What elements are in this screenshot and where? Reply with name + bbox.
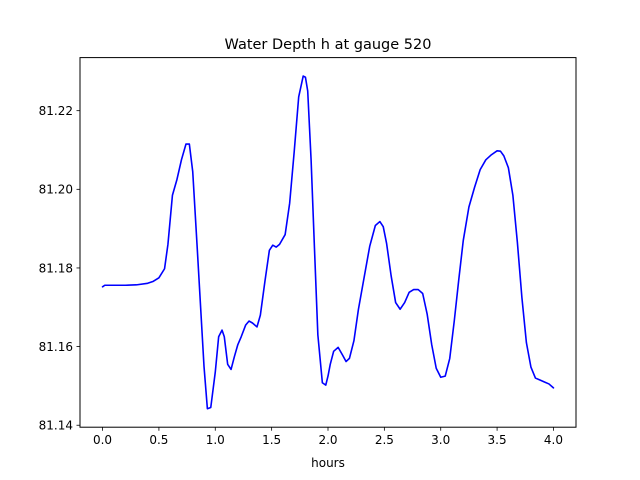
y-tick-label: 81.16 [39, 340, 73, 354]
x-tick-label: 0.5 [149, 433, 168, 447]
y-tick-label: 81.18 [39, 261, 73, 275]
y-tick-label: 81.22 [39, 104, 73, 118]
x-axis: 0.0 0.5 1.0 1.5 2.0 2.5 3.0 3.5 4.0 [93, 427, 563, 447]
y-tick-label: 81.20 [39, 183, 73, 197]
plot-frame [79, 57, 577, 428]
x-tick-label: 4.0 [544, 433, 563, 447]
y-tick-label: 81.14 [39, 419, 73, 433]
x-tick-label: 0.0 [93, 433, 112, 447]
y-axis: 81.14 81.16 81.18 81.20 81.22 [39, 104, 80, 433]
x-tick-label: 1.0 [206, 433, 225, 447]
x-axis-label: hours [311, 456, 345, 470]
chart-title: Water Depth h at gauge 520 [225, 37, 432, 53]
x-tick-label: 2.0 [318, 433, 337, 447]
x-tick-label: 1.5 [262, 433, 281, 447]
x-tick-label: 3.0 [431, 433, 450, 447]
x-tick-label: 2.5 [375, 433, 394, 447]
series-line-1 [101, 75, 555, 410]
x-tick-label: 3.5 [488, 433, 507, 447]
plot-content [101, 75, 555, 410]
